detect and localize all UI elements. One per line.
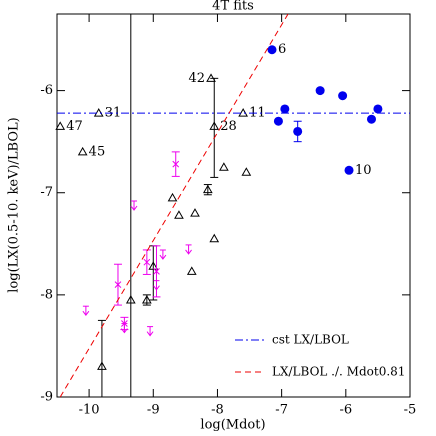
point xyxy=(209,121,220,130)
point xyxy=(338,91,348,101)
upper-limit xyxy=(185,244,192,255)
y-axis-label: log(LX(0.5-10. keV)/LBOL) xyxy=(7,117,22,292)
point xyxy=(141,294,152,304)
y-tick-label: -9 xyxy=(40,390,53,405)
point-label: 42 xyxy=(188,71,205,86)
cross-line xyxy=(143,258,151,266)
x-tick-label: -10 xyxy=(79,403,100,418)
point xyxy=(190,208,200,217)
legend-label: LX/LBOL ./. Mdot0.81 xyxy=(272,365,405,379)
y-tick-label: -6 xyxy=(40,83,53,98)
point xyxy=(186,266,197,275)
upper-limit xyxy=(159,249,167,260)
fit-line xyxy=(59,14,289,397)
point xyxy=(55,121,66,130)
point xyxy=(148,261,159,270)
point-label: 6 xyxy=(278,42,286,57)
arrow-head xyxy=(153,285,160,291)
upper-limit xyxy=(82,305,90,317)
point-label: 45 xyxy=(89,144,106,159)
point xyxy=(202,184,213,194)
x-tick-label: -9 xyxy=(147,403,160,418)
y-tick-label: -7 xyxy=(40,185,53,200)
point xyxy=(172,160,180,168)
error-bar xyxy=(97,319,106,397)
x-tick-label: -8 xyxy=(211,403,224,418)
upper-limit xyxy=(146,326,154,337)
arrow-head xyxy=(82,310,90,317)
point xyxy=(280,104,290,114)
point xyxy=(77,146,88,156)
x-tick-label: -7 xyxy=(275,403,288,418)
point-label: 10 xyxy=(355,163,372,178)
error-bar xyxy=(210,77,219,178)
point-label: 47 xyxy=(66,119,83,134)
point xyxy=(241,167,252,176)
point xyxy=(366,114,376,124)
point xyxy=(219,162,229,171)
point xyxy=(153,268,160,275)
legend-label: cst LX/LBOL xyxy=(272,333,349,347)
x-tick-label: -6 xyxy=(339,403,352,418)
arrow-head xyxy=(120,328,128,334)
point xyxy=(114,281,122,289)
point xyxy=(125,294,136,304)
point xyxy=(293,126,303,136)
upper-limit xyxy=(130,200,138,211)
error-bar xyxy=(126,14,135,397)
point xyxy=(209,233,220,243)
cross-line xyxy=(172,160,180,168)
arrow-head xyxy=(159,254,167,260)
upper-limit xyxy=(153,280,160,291)
point xyxy=(373,104,383,114)
arrow-head xyxy=(185,249,192,255)
point-label: 28 xyxy=(220,119,237,134)
point-label: 11 xyxy=(249,106,266,121)
chart-title: 4T fits xyxy=(212,0,254,14)
point xyxy=(97,361,107,370)
x-axis-label: log(Mdot) xyxy=(200,418,265,433)
cross-line xyxy=(153,268,160,275)
cross-line xyxy=(114,281,122,289)
point xyxy=(174,210,184,219)
point xyxy=(344,165,354,175)
upper-limit xyxy=(120,323,128,334)
point xyxy=(315,86,325,96)
arrow-head xyxy=(146,331,154,337)
point xyxy=(267,45,277,55)
arrow-head xyxy=(130,205,138,211)
point xyxy=(143,258,151,266)
plot-frame xyxy=(56,13,411,398)
point xyxy=(167,192,178,202)
y-tick-label: -8 xyxy=(40,287,53,302)
point xyxy=(273,116,283,126)
x-tick-label: -5 xyxy=(404,403,417,418)
